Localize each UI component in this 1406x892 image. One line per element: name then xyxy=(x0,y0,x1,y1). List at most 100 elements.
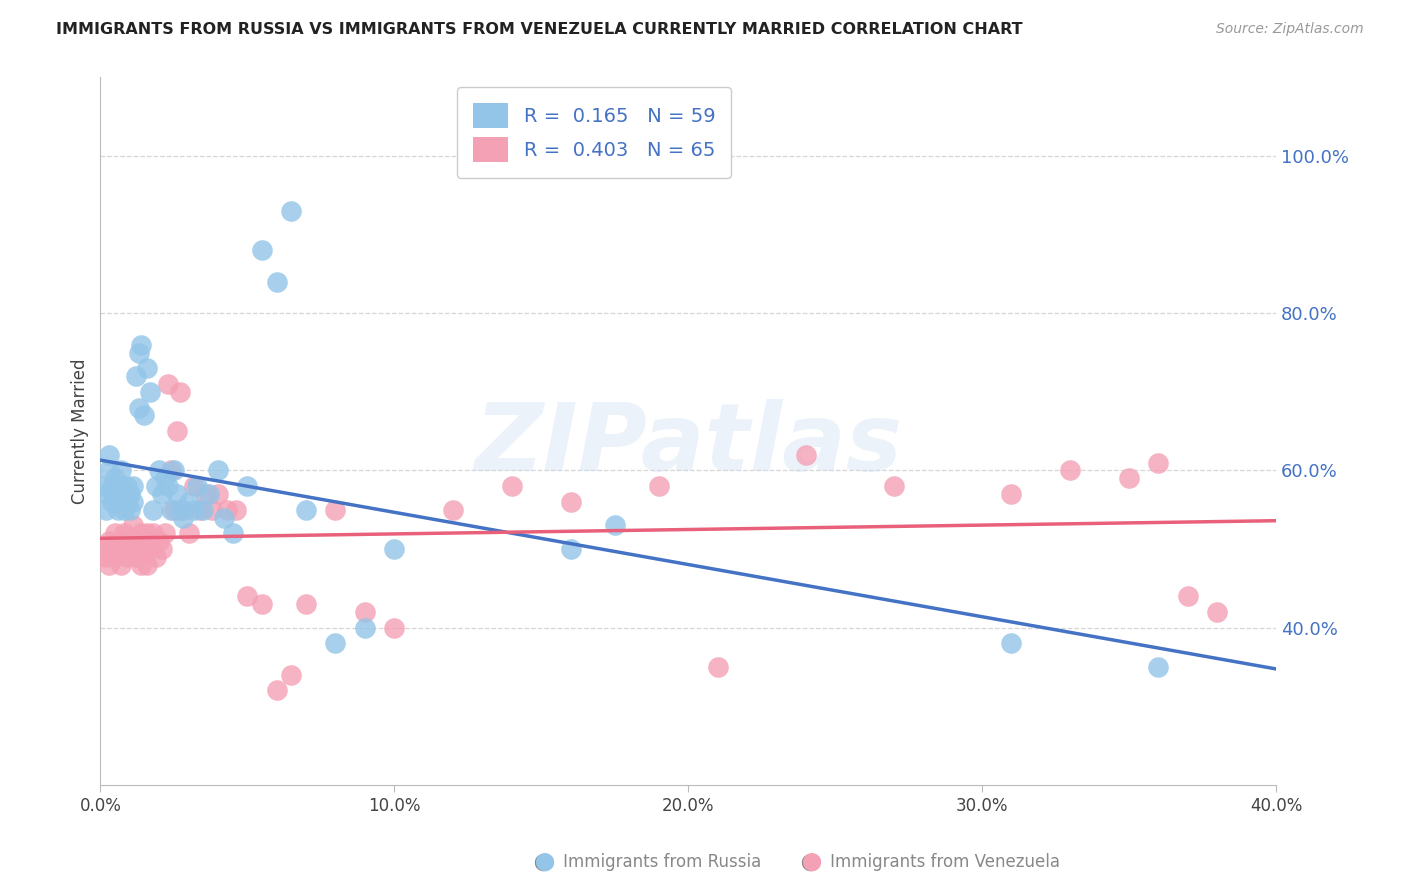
Point xyxy=(177,526,200,541)
Point xyxy=(172,502,194,516)
Point xyxy=(91,541,114,556)
Point xyxy=(98,463,121,477)
Point xyxy=(280,667,302,681)
Point xyxy=(110,558,132,572)
Point xyxy=(183,479,205,493)
Point xyxy=(354,621,377,635)
Point xyxy=(121,518,143,533)
Point xyxy=(118,502,141,516)
Point xyxy=(560,495,582,509)
Point xyxy=(98,448,121,462)
Point xyxy=(136,361,159,376)
Point xyxy=(156,376,179,391)
Point xyxy=(1000,636,1022,650)
Point xyxy=(118,534,141,549)
Point xyxy=(382,541,405,556)
Point xyxy=(134,409,156,423)
Legend: R =  0.165   N = 59, R =  0.403   N = 65: R = 0.165 N = 59, R = 0.403 N = 65 xyxy=(457,87,731,178)
Point xyxy=(225,502,247,516)
Point xyxy=(136,558,159,572)
Point xyxy=(1206,605,1229,619)
Point xyxy=(201,502,224,516)
Point xyxy=(148,534,170,549)
Point xyxy=(215,502,238,516)
Point xyxy=(98,534,121,549)
Point xyxy=(134,541,156,556)
Text: ⬤: ⬤ xyxy=(801,853,821,871)
Point xyxy=(118,541,141,556)
Point xyxy=(110,479,132,493)
Point xyxy=(193,502,215,516)
Point xyxy=(145,479,167,493)
Point xyxy=(115,495,138,509)
Point xyxy=(183,502,205,516)
Point xyxy=(1147,660,1170,674)
Point xyxy=(128,401,150,415)
Point xyxy=(104,549,127,564)
Point xyxy=(295,597,318,611)
Point xyxy=(139,541,162,556)
Point xyxy=(131,558,153,572)
Point xyxy=(648,479,671,493)
Point xyxy=(325,636,347,650)
Text: ⬤  Immigrants from Venezuela: ⬤ Immigrants from Venezuela xyxy=(801,853,1060,871)
Point xyxy=(166,424,188,438)
Point xyxy=(104,526,127,541)
Point xyxy=(266,275,288,289)
Point xyxy=(128,541,150,556)
Text: ⬤: ⬤ xyxy=(534,853,554,871)
Point xyxy=(236,479,259,493)
Point xyxy=(501,479,523,493)
Point xyxy=(96,487,118,501)
Text: Source: ZipAtlas.com: Source: ZipAtlas.com xyxy=(1216,22,1364,37)
Point xyxy=(142,502,165,516)
Text: IMMIGRANTS FROM RUSSIA VS IMMIGRANTS FROM VENEZUELA CURRENTLY MARRIED CORRELATIO: IMMIGRANTS FROM RUSSIA VS IMMIGRANTS FRO… xyxy=(56,22,1024,37)
Point xyxy=(1118,471,1140,485)
Point xyxy=(115,479,138,493)
Point xyxy=(198,487,221,501)
Text: ⬤  Immigrants from Russia: ⬤ Immigrants from Russia xyxy=(534,853,762,871)
Point xyxy=(110,534,132,549)
Point xyxy=(112,541,135,556)
Point xyxy=(603,518,626,533)
Point xyxy=(112,526,135,541)
Point xyxy=(153,471,176,485)
Point xyxy=(169,384,191,399)
Point xyxy=(221,526,243,541)
Point xyxy=(128,345,150,359)
Point xyxy=(101,495,124,509)
Point xyxy=(121,479,143,493)
Point xyxy=(150,487,173,501)
Point xyxy=(280,204,302,219)
Point xyxy=(212,510,235,524)
Point xyxy=(706,660,728,674)
Point xyxy=(195,487,218,501)
Point xyxy=(441,502,464,516)
Point xyxy=(207,487,229,501)
Point xyxy=(160,502,183,516)
Point xyxy=(131,526,153,541)
Point xyxy=(118,487,141,501)
Point xyxy=(188,502,211,516)
Point xyxy=(107,495,129,509)
Point xyxy=(883,479,905,493)
Point xyxy=(136,526,159,541)
Point xyxy=(207,463,229,477)
Point xyxy=(325,502,347,516)
Point xyxy=(142,526,165,541)
Point xyxy=(121,495,143,509)
Point xyxy=(131,337,153,351)
Point xyxy=(166,487,188,501)
Point xyxy=(107,502,129,516)
Point xyxy=(236,589,259,603)
Point xyxy=(110,463,132,477)
Point xyxy=(124,549,146,564)
Point xyxy=(250,244,273,258)
Point xyxy=(266,683,288,698)
Point xyxy=(1000,487,1022,501)
Point xyxy=(98,558,121,572)
Point xyxy=(112,487,135,501)
Point xyxy=(148,463,170,477)
Point xyxy=(163,502,186,516)
Point xyxy=(112,502,135,516)
